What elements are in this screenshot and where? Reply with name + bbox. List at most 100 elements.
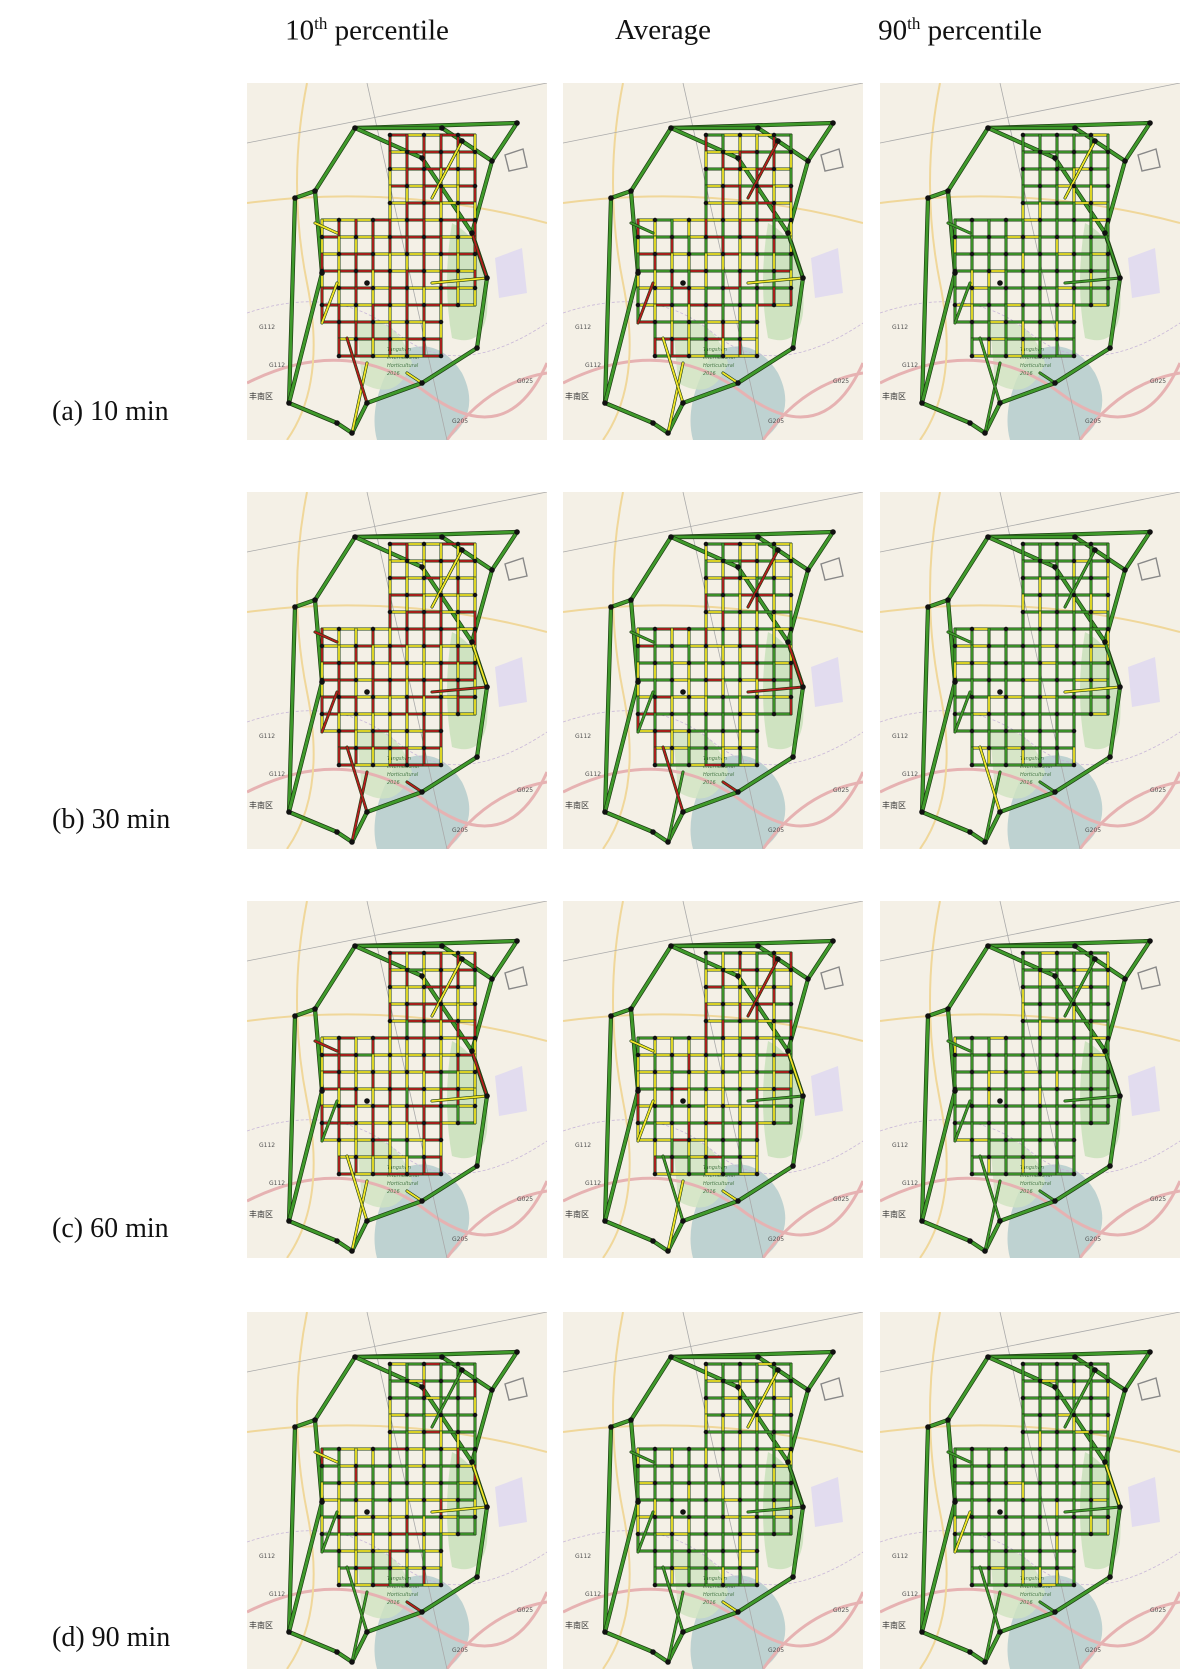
road-segment [791,685,805,759]
road-label-g112: G112 [269,771,285,778]
network-node [771,234,777,240]
network-node [720,1103,726,1109]
network-node [608,1013,614,1019]
district-label: 丰南区 [565,391,589,401]
network-node [1037,353,1043,359]
network-node [336,1137,342,1143]
network-node [387,984,393,990]
rail-line [247,492,547,553]
network-node [785,639,791,645]
network-node [404,149,410,155]
network-node [1071,762,1077,768]
road-segment [1039,781,1056,793]
network-map: G112 G112 G205 G025 丰南区 Tangshan International… [563,83,863,440]
network-node [635,270,641,276]
network-node [404,967,410,973]
network-node [292,1013,298,1019]
network-node [334,1238,340,1244]
network-node [1037,660,1043,666]
road-segment [947,631,971,643]
network-node [438,967,444,973]
network-node [650,829,656,835]
network-node [286,400,292,406]
network-node [737,1154,743,1160]
road-label-g112: G112 [902,771,918,778]
network-node [421,711,427,717]
road-segment [603,401,655,425]
network-node [830,529,836,535]
road-label-g112: G112 [585,771,601,778]
network-node [421,166,427,172]
network-node [771,541,777,547]
network-node [952,711,958,717]
network-node [969,728,975,734]
network-node [455,166,461,172]
network-node [635,711,641,717]
network-node [755,943,761,949]
road-segment [313,944,357,1011]
network-node [421,302,427,308]
network-node [438,149,444,155]
network-node [370,1035,376,1041]
network-node [608,604,614,610]
network-node [985,125,991,131]
network-node [472,285,478,291]
network-node [336,660,342,666]
network-node [720,762,726,768]
map-panel-r1-c3: G112 G112 G205 G025 丰南区 Tangshan International… [880,83,1180,440]
network-node [952,270,958,276]
road-label-g205: G205 [1085,418,1101,425]
network-node [737,745,743,751]
network-nodes [286,938,520,1254]
road-segment [321,282,338,324]
network-node [800,1093,806,1099]
network-node [349,1248,355,1254]
network-node [1088,302,1094,308]
network-node [455,268,461,274]
network-node [421,132,427,138]
landmark-outline [820,966,844,990]
network-node [680,280,686,286]
network-node [472,626,478,632]
network-node [455,677,461,683]
network-node [1088,984,1094,990]
highway-line [563,767,863,828]
network-node [703,1154,709,1160]
network-node [472,183,478,189]
network-node [952,302,958,308]
network-node [421,745,427,751]
road-segment [420,346,479,385]
network-node [1020,541,1026,547]
network-node [404,183,410,189]
road-segment [747,277,804,284]
network-node [404,558,410,564]
network-node [945,188,951,194]
network-node [489,976,495,982]
network-node [1088,643,1094,649]
network-node [703,200,709,206]
network-node [788,1069,794,1075]
road-segment [351,362,368,434]
network-node [319,234,325,240]
road-label-g112: G112 [259,733,275,740]
network-node [754,319,760,325]
network-node [455,643,461,649]
network-node [1054,1154,1060,1160]
network-node [319,270,325,276]
road-segment [651,421,670,435]
district-area [811,248,843,298]
park-label: Horticultural [387,1181,419,1187]
network-node [319,1120,325,1126]
network-node [986,643,992,649]
network-node [703,984,709,990]
network-node [665,839,671,845]
network-node [703,132,709,138]
network-node [986,711,992,717]
network-edges [919,529,1153,845]
road-segment [1064,686,1121,693]
network-node [665,1248,671,1254]
road-segment [630,222,654,234]
highway-line [761,1189,863,1258]
map-panel-r2-c3: G112 G112 G205 G025 丰南区 Tangshan International… [880,492,1180,849]
network-nodes [602,938,836,1254]
